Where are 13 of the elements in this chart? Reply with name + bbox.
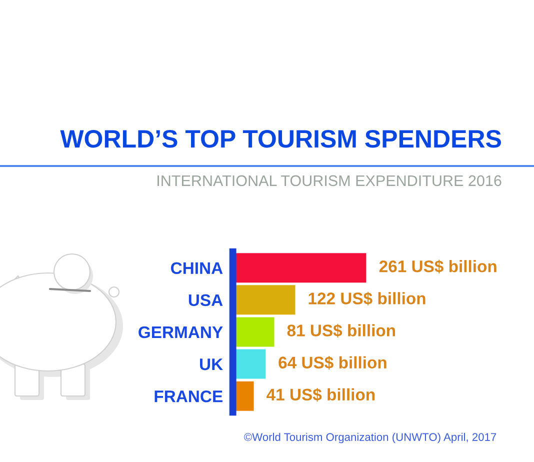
data-label: 81 US$ billion: [287, 324, 396, 338]
y-tick-label: CHINA: [171, 262, 223, 274]
data-label: 64 US$ billion: [278, 356, 386, 370]
text: ©World Tourism Organization (UNWTO) April, 2017: [244, 432, 496, 444]
data-label: 122 US$ billion: [308, 292, 426, 306]
y-tick-label: USA: [188, 294, 223, 306]
chart-subtitle: INTERNATIONAL TOURISM EXPENDITURE 2016: [158, 175, 502, 186]
data-label: 261 US$ billion: [379, 260, 496, 274]
y-tick-label: GERMANY: [138, 326, 223, 338]
data-label: 41 US$ billion: [266, 388, 375, 402]
y-tick-label: FRANCE: [154, 390, 222, 402]
chart-title: WORLD’S TOP TOURISM SPENDERS: [60, 130, 501, 148]
y-tick-label: UK: [200, 358, 223, 370]
